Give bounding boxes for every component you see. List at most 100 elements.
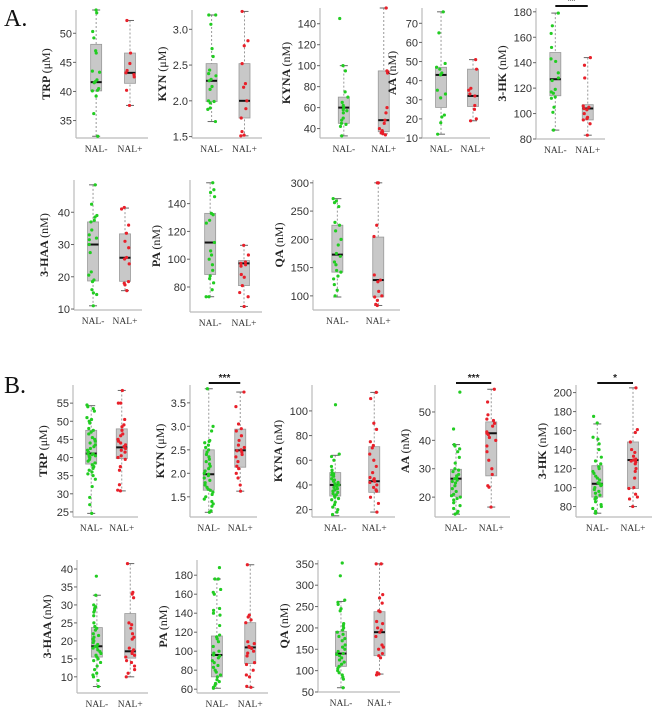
iqr-box — [467, 68, 479, 107]
data-point — [340, 118, 344, 122]
data-point — [212, 99, 216, 104]
y-tick-label: 140 — [514, 58, 532, 70]
data-point — [124, 88, 129, 92]
data-point — [331, 505, 335, 509]
group-nalplus: NAL+ — [118, 561, 143, 710]
data-point — [631, 458, 636, 462]
data-point — [126, 223, 131, 227]
data-point — [376, 626, 380, 630]
y-axis-label: 3-HAA (nM) — [37, 213, 51, 277]
x-tick-label: NAL+ — [366, 317, 391, 327]
data-point — [92, 445, 96, 449]
data-point — [491, 418, 496, 423]
y-tick-label: 100 — [290, 406, 308, 418]
data-point — [242, 243, 246, 247]
data-point — [553, 87, 557, 91]
data-point — [455, 478, 459, 482]
data-point — [92, 111, 96, 116]
y-axis-label-unit: (nM) — [277, 603, 291, 628]
data-point — [453, 481, 458, 485]
data-point — [242, 304, 246, 309]
data-point — [130, 632, 135, 636]
data-point — [633, 469, 637, 474]
data-point — [95, 11, 99, 15]
x-tick-label: NAL- — [197, 524, 220, 534]
y-axis-label-name: AA — [398, 454, 412, 474]
y-tick-label: 200 — [296, 623, 314, 635]
x-tick-label: NAL+ — [238, 700, 263, 710]
data-point — [438, 67, 442, 71]
data-point — [125, 561, 130, 566]
data-point — [252, 661, 257, 665]
data-point — [334, 229, 338, 233]
y-tick-label: 300 — [296, 580, 314, 592]
data-point — [381, 645, 385, 649]
x-tick-label: NAL+ — [109, 524, 134, 534]
y-tick-label: 120 — [514, 83, 532, 95]
group-nalplus: NAL+ — [621, 386, 645, 534]
data-point — [441, 10, 445, 14]
data-point — [633, 492, 638, 496]
data-point — [88, 441, 92, 445]
x-tick-label: NAL- — [324, 524, 347, 534]
data-point — [442, 113, 446, 117]
significance-stars: *** — [468, 373, 480, 384]
data-point — [119, 454, 123, 458]
data-point — [89, 430, 93, 434]
chart-panel-a-3-haa: 10 20 30 40 3-HAA (nM) NAL- NAL+ — [37, 180, 142, 327]
data-point — [490, 472, 494, 477]
data-point — [218, 673, 223, 677]
data-point — [585, 133, 589, 137]
data-point — [127, 103, 132, 108]
y-tick-label: 120 — [298, 40, 316, 52]
data-point — [216, 577, 220, 581]
data-point — [341, 64, 345, 68]
y-tick-label: 80 — [296, 431, 308, 443]
data-point — [214, 74, 218, 78]
data-point — [631, 454, 636, 458]
data-point — [117, 468, 122, 472]
y-tick-label: 80 — [181, 665, 193, 677]
data-point — [380, 601, 384, 605]
data-point — [633, 476, 637, 480]
y-tick-label: 35 — [60, 116, 72, 128]
data-point — [553, 95, 557, 99]
data-point — [236, 443, 241, 447]
y-tick-label: 160 — [175, 589, 193, 601]
data-point — [207, 257, 211, 261]
group-nalplus: NAL+ — [366, 181, 391, 327]
data-point — [372, 234, 376, 239]
y-tick-label: 20 — [296, 505, 308, 517]
group-nalminus: NAL- — [332, 16, 355, 155]
data-point — [332, 458, 336, 462]
data-point — [207, 510, 211, 514]
data-point — [246, 615, 250, 619]
data-point — [376, 181, 380, 185]
data-point — [330, 512, 335, 517]
data-point — [597, 489, 601, 493]
y-axis-label: AA (nM) — [385, 51, 399, 95]
data-point — [234, 429, 238, 433]
data-point — [443, 92, 448, 96]
data-point — [331, 489, 335, 493]
data-point — [381, 132, 385, 136]
data-point — [370, 446, 374, 450]
data-point — [87, 432, 91, 436]
data-point — [204, 495, 208, 499]
data-point — [122, 205, 126, 210]
y-axis-label-name: KYN — [155, 72, 169, 102]
data-point — [90, 69, 94, 73]
group-nalminus: NAL- — [586, 414, 609, 534]
data-point — [244, 621, 248, 625]
y-axis-label-name: AA — [385, 76, 399, 96]
chart-panel-a-pa: 80 100 120 140 PA (nM) NAL- NAL+ — [149, 180, 262, 329]
data-point — [633, 462, 637, 466]
data-point — [439, 96, 443, 100]
x-tick-label: NAL+ — [461, 145, 486, 155]
group-nalplus: NAL+ — [109, 388, 134, 534]
y-tick-label: 1.5 — [173, 132, 188, 144]
data-point — [239, 434, 244, 438]
data-point — [336, 274, 340, 278]
data-point — [86, 472, 90, 476]
